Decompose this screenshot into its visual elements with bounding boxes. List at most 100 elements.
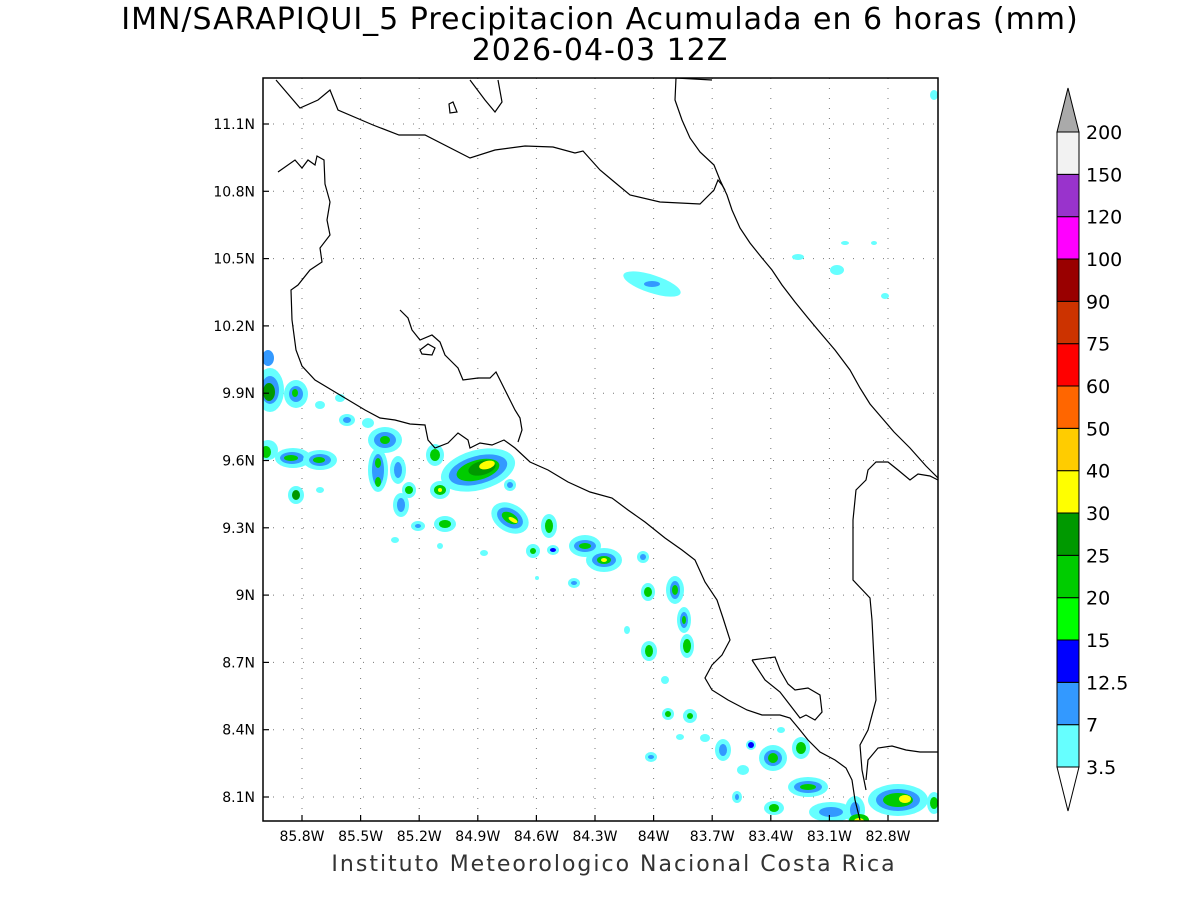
map-frame-background: [263, 78, 938, 821]
lon-tick-label: 84W: [638, 829, 670, 845]
legend-swatch: [1056, 258, 1080, 302]
precip-cell: [769, 804, 779, 812]
pacific-coast-north: [277, 155, 861, 821]
precip-cell: [362, 418, 374, 428]
lat-tick-label: 9.9N: [222, 386, 255, 402]
precip-cell: [648, 755, 654, 759]
precip-cell: [777, 727, 785, 733]
precip-cell: [438, 488, 442, 492]
legend-swatch: [1056, 131, 1080, 175]
precip-cell: [437, 543, 443, 549]
precip-cell: [841, 241, 849, 245]
precip-cell: [800, 784, 816, 790]
caribbean-coast: [674, 78, 938, 479]
legend-level-label: 15: [1086, 630, 1110, 652]
legend-swatch: [1056, 681, 1080, 726]
precip-cell: [687, 713, 693, 719]
precip-cell: [700, 734, 710, 742]
lat-tick-label: 8.4N: [222, 723, 255, 739]
precipitation-field: [263, 90, 938, 821]
longitude-axis: 85.8W 85.5W 85.2W 84.9W 84.6W 84.3W 84W 83.7W 83…: [279, 815, 911, 845]
chira-island: [419, 343, 436, 356]
coastline-layer: [275, 78, 938, 821]
precip-cell: [665, 711, 671, 717]
precip-cell: [871, 241, 877, 245]
precip-cell: [315, 401, 325, 409]
lon-tick-label: 85.5W: [338, 829, 383, 845]
legend-swatch: [1056, 300, 1080, 345]
precip-cell: [550, 548, 556, 552]
lon-tick-label: 83.4W: [748, 829, 793, 845]
precip-cell: [748, 742, 754, 748]
nicoya-peninsula-gulf: [399, 309, 523, 443]
lat-tick-label: 8.1N: [222, 790, 255, 806]
precip-cell: [479, 460, 495, 470]
precip-cell: [830, 265, 844, 275]
precip-cell: [819, 807, 843, 817]
lake-island: [448, 101, 458, 114]
legend-swatch: [1056, 724, 1080, 768]
lon-tick-label: 85.2W: [397, 829, 442, 845]
precip-cell: [535, 576, 539, 580]
map-frame: [262, 77, 939, 822]
precip-cell: [644, 587, 652, 597]
precip-cell: [661, 676, 669, 684]
lat-tick-label: 9.6N: [222, 454, 255, 470]
precip-cell: [480, 550, 488, 556]
legend-level-label: 75: [1086, 334, 1110, 356]
legend-swatch: [1056, 385, 1080, 429]
lat-tick-label: 10.2N: [213, 319, 255, 335]
lon-tick-label: 83.7W: [690, 829, 735, 845]
legend-level-label: 20: [1086, 588, 1110, 610]
precip-cell: [263, 446, 271, 458]
precip-cell: [508, 516, 518, 524]
legend-level-label: 30: [1086, 503, 1110, 525]
precip-cell: [719, 744, 727, 756]
precip-cell: [391, 537, 399, 543]
precip-cell: [375, 458, 381, 468]
lat-tick-label: 9N: [236, 588, 255, 604]
lat-tick-label: 8.7N: [222, 655, 255, 671]
precip-cell: [768, 753, 778, 763]
precip-cell: [430, 449, 440, 461]
footer-credit: Instituto Meteorologico Nacional Costa R…: [331, 852, 897, 877]
precip-cell: [735, 794, 739, 800]
map-subtitle-datetime: 2026-04-03 12Z: [471, 33, 729, 68]
legend-level-label: 40: [1086, 461, 1110, 483]
precip-cell: [579, 543, 591, 549]
precip-cell: [601, 558, 607, 562]
precip-cell: [640, 554, 646, 560]
legend-swatch: [1056, 639, 1080, 683]
legend-swatch: [1056, 470, 1080, 514]
lon-tick-label: 83.1W: [807, 829, 852, 845]
lat-tick-label: 10.8N: [213, 184, 255, 200]
precip-cell: [507, 482, 513, 488]
legend-level-label: 3.5: [1086, 757, 1116, 779]
legend-swatch: [1056, 512, 1080, 556]
precip-cell: [644, 281, 660, 287]
precip-cell: [930, 90, 938, 100]
legend-level-label: 25: [1086, 545, 1110, 567]
lon-tick-label: 82.8W: [865, 829, 910, 845]
precip-cell: [672, 585, 678, 595]
legend-swatch: [1056, 173, 1080, 218]
lon-tick-label: 85.8W: [279, 829, 324, 845]
precip-cell: [899, 795, 911, 803]
precip-cell: [263, 383, 275, 401]
lat-tick-label: 9.3N: [222, 521, 255, 537]
lon-tick-label: 84.3W: [572, 829, 617, 845]
precip-cell: [284, 455, 298, 461]
precip-cell: [415, 524, 421, 528]
legend-swatch: [1056, 597, 1080, 641]
legend-level-label: 100: [1086, 249, 1122, 271]
legend-bottom-arrow: [1056, 766, 1080, 812]
burica-coast: [865, 745, 938, 781]
nicaragua-lake-shore: [275, 79, 726, 205]
precip-cell: [930, 797, 938, 809]
legend-level-label: 12.5: [1086, 672, 1128, 694]
precip-cell: [394, 462, 402, 478]
osa-peninsula: [751, 656, 823, 721]
precip-cell: [397, 498, 405, 512]
map-title: IMN/SARAPIQUI_5 Precipitacion Acumulada …: [121, 2, 1079, 37]
